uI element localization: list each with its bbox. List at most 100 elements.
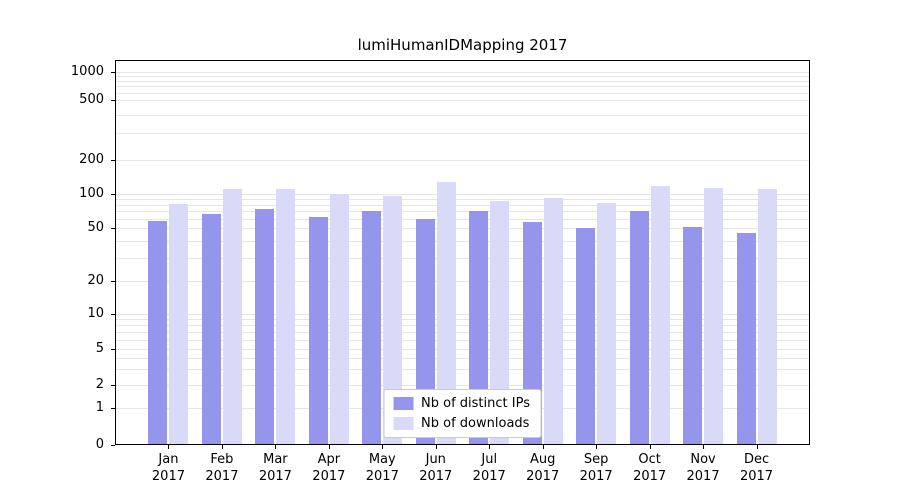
gridline xyxy=(115,385,810,386)
x-tick-label: Mar 2017 xyxy=(258,452,292,484)
bar-distinct-ips-may xyxy=(362,211,382,445)
y-tick-mark xyxy=(111,160,115,161)
x-tick-label: Aug 2017 xyxy=(526,452,560,484)
y-tick-mark xyxy=(111,100,115,101)
bar-downloads-nov xyxy=(704,188,724,445)
gridline xyxy=(115,332,810,333)
x-tick-label: Feb 2017 xyxy=(205,452,239,484)
x-tick-mark xyxy=(221,445,223,449)
y-tick-mark xyxy=(111,445,115,446)
bar-distinct-ips-mar xyxy=(255,208,275,445)
gridline xyxy=(115,325,810,327)
y-tick-label: 200 xyxy=(79,152,104,167)
x-tick-mark xyxy=(382,445,384,449)
x-tick-label: Oct 2017 xyxy=(633,452,667,484)
x-tick-mark xyxy=(542,445,544,449)
y-tick-mark xyxy=(111,349,115,350)
x-tick-label: Jul 2017 xyxy=(472,452,506,484)
legend: Nb of distinct IPs Nb of downloads xyxy=(383,389,542,438)
x-tick-mark xyxy=(489,445,491,449)
y-tick-label: 10 xyxy=(87,306,104,321)
x-tick-label: Apr 2017 xyxy=(312,452,346,484)
gridline xyxy=(115,204,810,206)
bar-distinct-ips-dec xyxy=(736,232,756,445)
bar-downloads-feb xyxy=(222,189,242,445)
x-tick-label: Jan 2017 xyxy=(151,452,185,484)
gridline xyxy=(115,81,810,82)
gridline xyxy=(115,194,810,195)
plot-area: Nb of distinct IPs Nb of downloads xyxy=(115,60,810,445)
gridline xyxy=(115,114,810,116)
gridline xyxy=(115,199,810,201)
legend-swatch-distinct-ips xyxy=(393,397,414,410)
gridline xyxy=(115,314,810,315)
y-tick-mark xyxy=(111,314,115,315)
legend-label-distinct-ips: Nb of distinct IPs xyxy=(421,396,530,411)
y-tick-mark xyxy=(111,281,115,282)
y-tick-label: 50 xyxy=(87,220,104,235)
x-tick-mark xyxy=(703,445,705,449)
bar-distinct-ips-jan xyxy=(148,220,168,445)
y-tick-label: 2 xyxy=(95,377,104,392)
x-tick-label: Nov 2017 xyxy=(686,452,720,484)
bar-distinct-ips-apr xyxy=(308,217,328,445)
gridline xyxy=(115,92,810,94)
x-tick-mark xyxy=(168,445,170,449)
y-tick-label: 500 xyxy=(79,92,104,107)
bar-downloads-oct xyxy=(650,186,670,445)
y-tick-mark xyxy=(111,228,115,229)
bar-downloads-aug xyxy=(543,198,563,445)
bar-distinct-ips-sep xyxy=(576,228,596,445)
y-tick-label: 100 xyxy=(79,186,104,201)
gridline xyxy=(115,357,810,359)
x-tick-label: Jun 2017 xyxy=(419,452,453,484)
gridline xyxy=(115,281,810,282)
gridline xyxy=(115,86,810,88)
bar-downloads-dec xyxy=(757,189,777,445)
legend-swatch-downloads xyxy=(393,417,414,430)
chart-title: lumiHumanIDMapping 2017 xyxy=(357,36,568,54)
x-tick-mark xyxy=(435,445,437,449)
y-tick-mark xyxy=(111,72,115,73)
y-tick-label: 1 xyxy=(95,400,104,415)
gridline xyxy=(115,100,810,101)
bar-downloads-apr xyxy=(329,194,349,445)
gridline xyxy=(115,339,810,341)
y-tick-mark xyxy=(111,194,115,195)
x-tick-mark xyxy=(328,445,330,449)
y-tick-label: 5 xyxy=(95,341,104,356)
bar-downloads-jul xyxy=(490,200,510,445)
y-tick-label: 1000 xyxy=(70,64,104,79)
x-tick-mark xyxy=(649,445,651,449)
x-tick-label: Dec 2017 xyxy=(739,452,774,484)
y-tick-label: 0 xyxy=(95,437,104,452)
bar-downloads-sep xyxy=(597,203,617,445)
gridline xyxy=(115,349,810,350)
gridline xyxy=(115,160,810,161)
legend-item-downloads: Nb of downloads xyxy=(393,416,530,431)
gridline xyxy=(115,257,810,259)
bar-downloads-jan xyxy=(169,203,189,445)
bar-distinct-ips-feb xyxy=(201,213,221,445)
bar-downloads-mar xyxy=(276,189,296,445)
bar-distinct-ips-nov xyxy=(683,227,703,445)
x-tick-label: May 2017 xyxy=(365,452,399,484)
gridline xyxy=(115,211,810,213)
legend-item-distinct-ips: Nb of distinct IPs xyxy=(393,396,530,411)
x-tick-mark xyxy=(275,445,277,449)
y-tick-mark xyxy=(111,385,115,386)
y-tick-mark xyxy=(111,408,115,409)
legend-label-downloads: Nb of downloads xyxy=(421,416,530,431)
x-tick-mark xyxy=(596,445,598,449)
gridline xyxy=(115,240,810,242)
bar-downloads-jun xyxy=(436,182,456,445)
gridline xyxy=(115,219,810,221)
y-tick-label: 20 xyxy=(87,273,104,288)
bar-downloads-may xyxy=(383,196,403,445)
gridline xyxy=(115,72,810,73)
bar-distinct-ips-jun xyxy=(415,219,435,445)
gridline xyxy=(115,228,810,229)
gridline xyxy=(115,133,810,135)
bar-distinct-ips-jul xyxy=(469,210,489,445)
